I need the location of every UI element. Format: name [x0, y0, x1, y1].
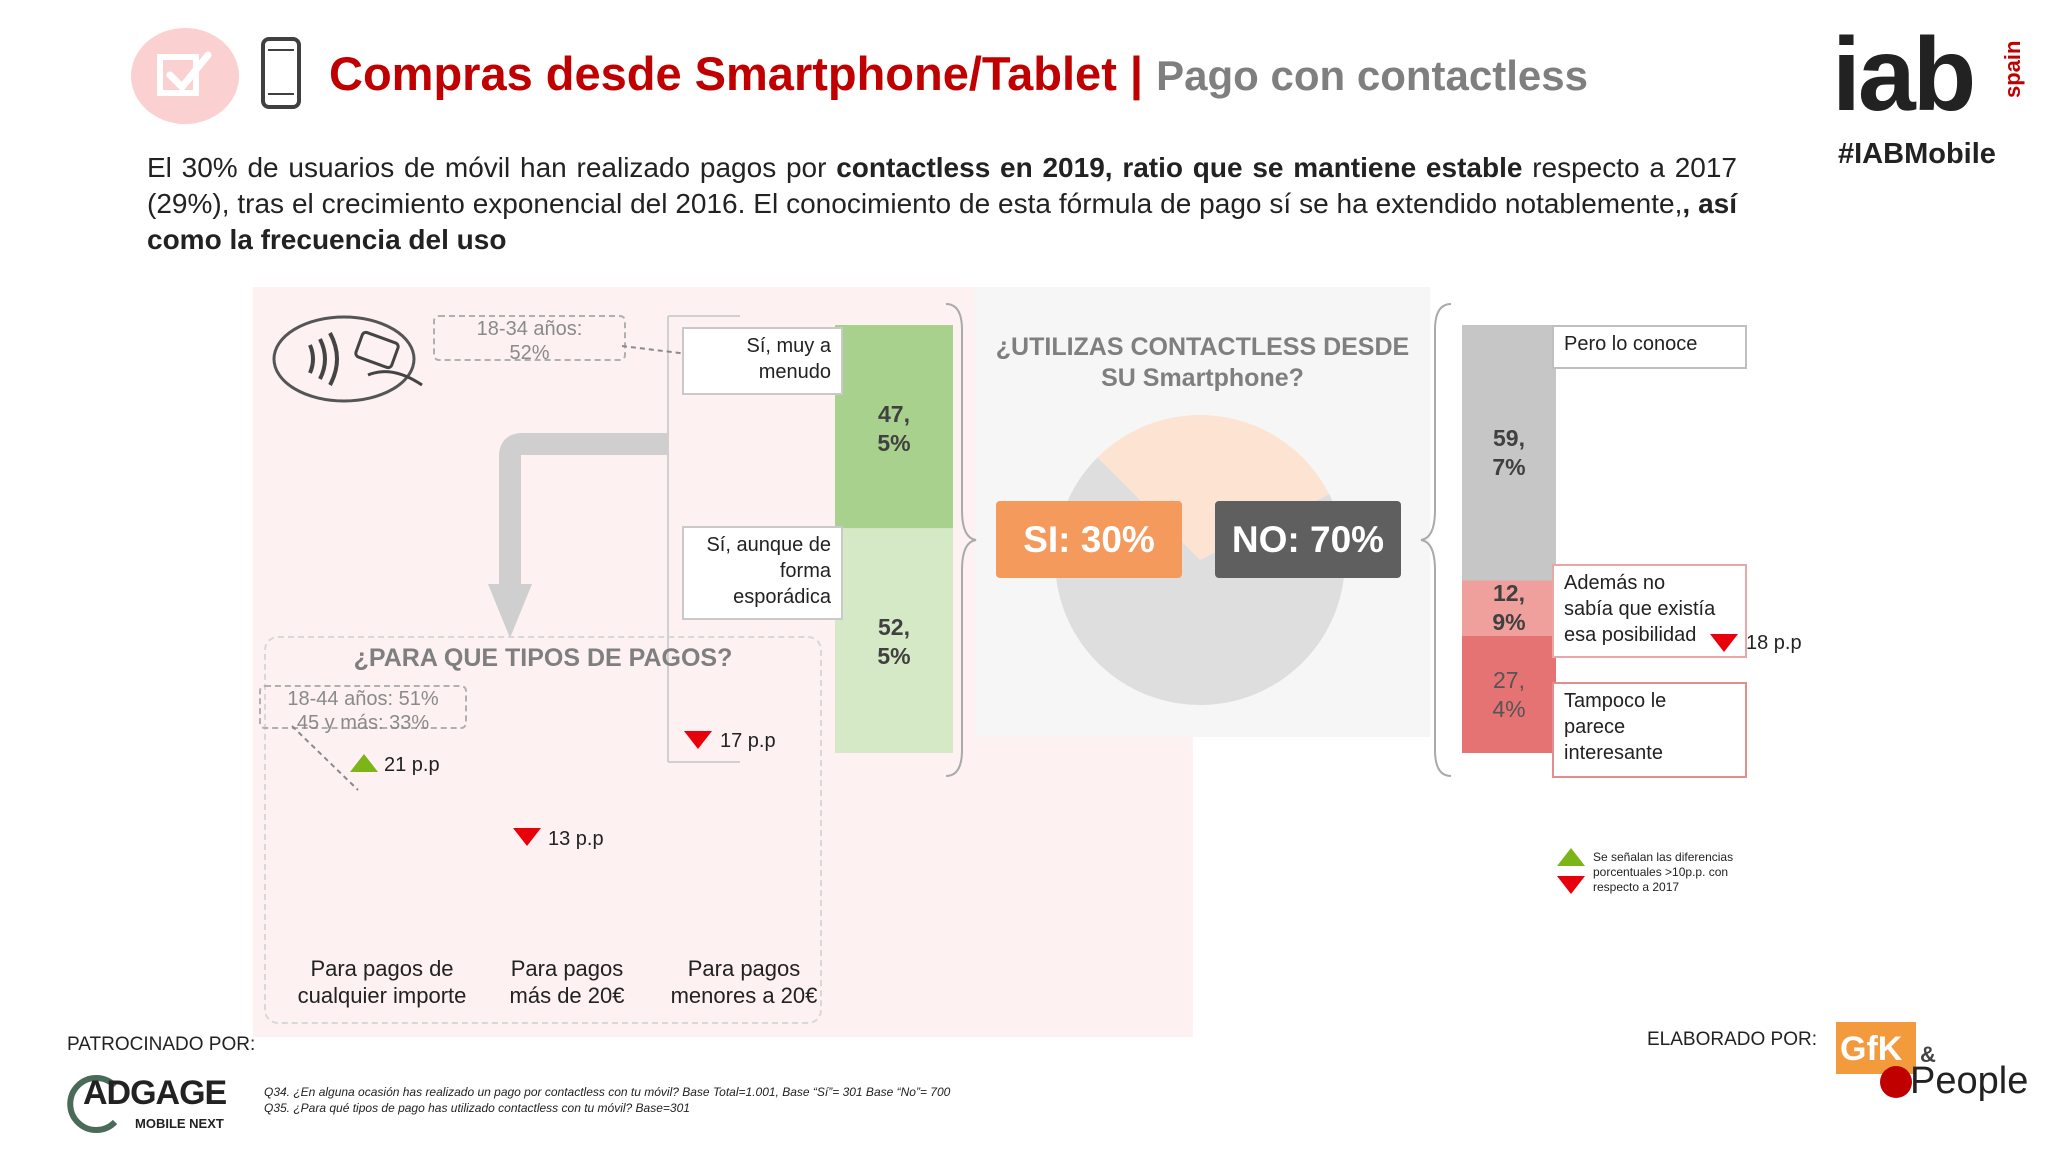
- contactless-card-icon: [272, 315, 432, 403]
- freq-category-label-1: Sí, aunque de forma esporádica: [682, 526, 843, 620]
- nonuser-category-label-2: Tampoco le parece interesante: [1552, 682, 1747, 778]
- freq-bar-segment-1: [835, 528, 953, 753]
- payment-category-0: Para pagos de cualquier importe: [297, 956, 467, 1008]
- callout-18-34-pointer: [621, 345, 689, 355]
- page-title: Compras desde Smartphone/Tablet | Pago c…: [329, 46, 1588, 101]
- nonuser-bar-chart: [1462, 325, 1556, 753]
- pie-question: ¿UTILIZAS CONTACTLESS DESDE SU Smartphone…: [995, 333, 1410, 392]
- iab-logo: iab spain: [1832, 20, 2025, 130]
- pie-label-no: NO: 70%: [1215, 501, 1401, 578]
- people-logo-text: People: [1910, 1060, 2029, 1102]
- frequency-bracket-lines: [667, 315, 740, 763]
- hashtag: #IABMobile: [1838, 138, 1996, 170]
- freq-category-label-0: Sí, muy a menudo: [682, 327, 843, 395]
- nonuser-bar-segment-1: [1462, 580, 1556, 636]
- sponsored-label: PATROCINADO POR:: [67, 1034, 256, 1055]
- legend-text: Se señalan las diferencias porcentuales >…: [1593, 850, 1734, 894]
- right-brace: [1420, 303, 1452, 777]
- flow-arrow-icon: [488, 433, 668, 638]
- header-checkbox-badge: [130, 27, 240, 125]
- pie-label-si: SI: 30%: [996, 501, 1182, 578]
- callout-age-pointer: [291, 725, 359, 791]
- nonuser-bar-segment-2: [1462, 635, 1556, 753]
- arrow-down-icon: [513, 828, 541, 846]
- payment-category-1: Para pagos más de 20€: [509, 956, 625, 1008]
- payment-change-0: 21 p.p: [384, 754, 440, 776]
- intro-bold-2: , así como la frecuencia del uso: [147, 188, 1737, 255]
- intro-bold-1: contactless en 2019, ratio que se mantie…: [836, 152, 1523, 183]
- freq-value-label-1: 52, 5%: [877, 614, 911, 669]
- freq-value-label-0: 47, 5%: [877, 401, 911, 456]
- nonuser-bar-segment-0: [1462, 325, 1556, 581]
- nonuser-value-label-0: 59, 7%: [1492, 425, 1526, 480]
- legend-arrow-down-icon: [1557, 876, 1585, 894]
- smartphone-icon: [260, 36, 302, 110]
- payment-change-2: 17 p.p: [720, 730, 776, 752]
- legend-arrow-up-icon: [1557, 848, 1585, 866]
- made-by-label: ELABORADO POR:: [1647, 1029, 1817, 1050]
- sponsor-name: ADGAGE: [83, 1074, 227, 1112]
- title-main: Compras desde Smartphone/Tablet: [329, 47, 1117, 100]
- title-separator: |: [1129, 47, 1144, 100]
- nonuser-annotation: 18 p.p: [1746, 632, 1802, 654]
- intro-text-2: respecto a 2017 (29%), tras el crecimien…: [147, 152, 1738, 219]
- arrow-down-icon: [684, 731, 712, 749]
- freq-bar-segment-0: [835, 325, 953, 529]
- amp-text: &: [1920, 1042, 1936, 1067]
- sponsor-logo: ADGAGE MOBILE NEXT: [67, 1072, 237, 1136]
- sponsor-tag: MOBILE NEXT: [135, 1116, 224, 1131]
- frequency-bar-chart: [835, 325, 953, 753]
- title-subtitle: Pago con contactless: [1156, 52, 1588, 99]
- nonuser-value-label-1: 12, 9%: [1492, 580, 1526, 635]
- footnote-q34: Q34. ¿En alguna ocasión has realizado un…: [264, 1085, 951, 1099]
- callout-age-groups: 18-44 años: 51% 45 y más: 33%: [259, 685, 467, 734]
- iab-logo-text: iab: [1832, 17, 1976, 133]
- callout-18-34: 18-34 años: 52%: [433, 315, 626, 364]
- intro-text-1: El 30% de usuarios de móvil han realizad…: [147, 152, 837, 183]
- gfk-logo: GfK: [1836, 1022, 1916, 1074]
- pie-slice-si: [1097, 415, 1330, 560]
- nonuser-category-label-0: Pero lo conoce: [1552, 325, 1747, 369]
- people-logo-mark: [1880, 1066, 1912, 1098]
- payment-category-2: Para pagos menores a 20€: [670, 956, 818, 1008]
- left-brace: [945, 303, 977, 777]
- arrow-up-icon: [350, 754, 378, 772]
- checkbox-icon: [131, 28, 239, 124]
- footnote-q35: Q35. ¿Para qué tipos de pago has utiliza…: [264, 1101, 690, 1115]
- payment-types-title: ¿PARA QUE TIPOS DE PAGOS?: [353, 644, 733, 672]
- nonuser-value-label-2: 27, 4%: [1492, 667, 1526, 722]
- iab-logo-tag: spain: [2000, 40, 2025, 98]
- payment-types-box: [264, 636, 822, 1024]
- payment-change-1: 13 p.p: [548, 828, 604, 850]
- arrow-down-icon: [1710, 634, 1738, 652]
- gfk-logo-text: GfK: [1840, 1030, 1903, 1068]
- intro-paragraph: El 30% de usuarios de móvil han realizad…: [147, 150, 1737, 258]
- sponsor-logo-ring-icon: [67, 1075, 118, 1133]
